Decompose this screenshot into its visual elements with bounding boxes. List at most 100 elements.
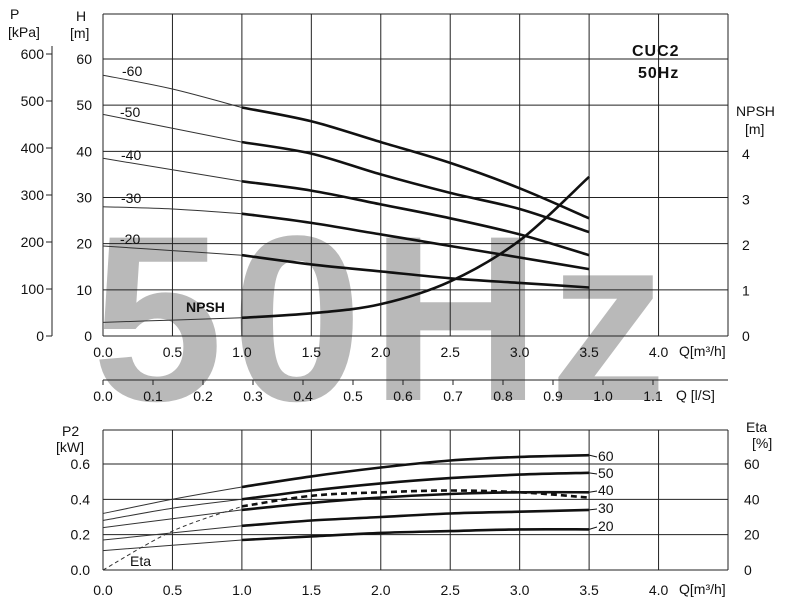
x2-tick-label: 1.0 xyxy=(593,388,613,404)
npsh-axis-label: NPSH xyxy=(736,103,775,119)
head-curve-label: -50 xyxy=(120,104,140,120)
x2-tick-label: 0.2 xyxy=(193,388,213,404)
eta-tick-label: 40 xyxy=(744,491,760,507)
x2-tick-label: 0.6 xyxy=(393,388,413,404)
head-curve-thin xyxy=(102,206,242,215)
x-tick-label: 2.0 xyxy=(371,344,391,360)
x2-tick-label: 0.5 xyxy=(343,388,363,404)
power-tick-label: 0.6 xyxy=(71,456,91,472)
power-curve xyxy=(241,508,590,528)
x2-tick-label: 0.9 xyxy=(543,388,563,404)
npsh-curve-label: NPSH xyxy=(186,299,225,315)
eta-tick-label: 60 xyxy=(744,456,760,472)
eta-curve-thin xyxy=(102,505,243,571)
pressure-axis-unit: [kPa] xyxy=(8,24,40,40)
npsh-tick-label: 2 xyxy=(742,237,750,253)
pressure-tick-label: 600 xyxy=(21,46,45,62)
power-curve-label: 20 xyxy=(598,518,614,534)
x-tick-label: 3.0 xyxy=(510,344,530,360)
x2-tick-label: 0.4 xyxy=(293,388,313,404)
head-curve-thin xyxy=(102,113,242,143)
power-curve-thin xyxy=(102,486,242,514)
power-curve xyxy=(241,471,590,501)
pressure-axis-label: P xyxy=(10,6,19,22)
power-curve-leader xyxy=(588,454,598,458)
x-tick-label: 4.0 xyxy=(649,344,669,360)
head-curve-label: -20 xyxy=(120,231,140,247)
npsh-tick-label: 0 xyxy=(742,328,750,344)
x2-tick-label: 0.8 xyxy=(493,388,513,404)
x-tick-label: 3.5 xyxy=(579,582,599,598)
eta-curve-label: Eta xyxy=(130,553,151,569)
x2-tick-label: 0.3 xyxy=(243,388,263,404)
pressure-tick-label: 300 xyxy=(21,187,45,203)
power-curve-leader xyxy=(588,526,598,530)
power-curve xyxy=(241,453,590,489)
power-curve-label: 30 xyxy=(598,500,614,516)
y-tick-label: 20 xyxy=(76,236,92,252)
x-tick-label: 2.5 xyxy=(440,582,460,598)
eta-tick-label: 20 xyxy=(744,527,760,543)
head-curve xyxy=(241,212,590,271)
x-tick-label: 3.5 xyxy=(579,344,599,360)
x-tick-label: 1.0 xyxy=(232,582,252,598)
npsh-tick-label: 4 xyxy=(742,146,750,162)
power-curve-leader xyxy=(589,490,598,493)
power-tick-label: 0.2 xyxy=(71,527,91,543)
npsh-tick-label: 3 xyxy=(742,192,750,208)
head-axis-unit: [m] xyxy=(70,25,89,41)
power-tick-label: 0.4 xyxy=(71,491,91,507)
y-tick-label: 60 xyxy=(76,51,92,67)
x-axis-label: Q[m³/h] xyxy=(679,343,726,359)
x2-tick-label: 0.7 xyxy=(443,388,463,404)
x-tick-label: 4.0 xyxy=(649,582,669,598)
x-tick-label: 0.5 xyxy=(163,582,183,598)
x2-axis-label: Q [l/S] xyxy=(676,387,715,403)
head-curve xyxy=(241,253,590,289)
y-tick-label: 0 xyxy=(84,328,92,344)
x-tick-label: 0.5 xyxy=(163,344,183,360)
npsh-curve-thin xyxy=(102,317,242,323)
head-curve xyxy=(241,140,590,234)
head-curve xyxy=(241,106,590,220)
x-tick-label: 2.0 xyxy=(371,582,391,598)
pressure-tick-label: 500 xyxy=(21,93,45,109)
pressure-tick-label: 400 xyxy=(21,140,45,156)
y-tick-label: 50 xyxy=(76,97,92,113)
head-plot: 01020304050600100200300400500600012340.0… xyxy=(21,13,750,404)
power-tick-label: 0.0 xyxy=(71,562,91,578)
head-curve-thin xyxy=(102,157,242,182)
x2-tick-label: 0.0 xyxy=(93,388,113,404)
head-curve-label: -40 xyxy=(121,147,141,163)
npsh-axis-unit: [m] xyxy=(745,121,764,137)
head-axis-label: H xyxy=(76,8,86,24)
pressure-tick-label: 0 xyxy=(36,328,44,344)
head-curve-label: -60 xyxy=(122,63,142,79)
x-tick-label: 1.5 xyxy=(302,344,322,360)
x2-tick-label: 0.1 xyxy=(143,388,163,404)
power-curve-thin xyxy=(102,525,242,541)
head-curve-thin xyxy=(102,245,242,256)
head-curve-label: -30 xyxy=(121,190,141,206)
power-curve-leader xyxy=(589,508,598,511)
eta-axis-unit: [%] xyxy=(752,435,772,451)
chart-subtitle: 50Hz xyxy=(638,65,679,82)
power-curve xyxy=(241,490,590,512)
watermark-text: 50Hz xyxy=(92,187,675,451)
power-axis-label: P2 xyxy=(62,423,79,439)
x-tick-label: 3.0 xyxy=(510,582,530,598)
y-tick-label: 30 xyxy=(76,190,92,206)
power-efficiency-plot: 0.0 0.2 0.4 0.6 0 20 40 60 0.0 0.5 1.0 1.5 2.0 2.5 3.0… xyxy=(71,429,760,598)
head-curve-thin xyxy=(102,74,243,108)
power-curve-thin xyxy=(102,539,242,552)
x-tick-label: 2.5 xyxy=(440,344,460,360)
x-tick-label: 0.0 xyxy=(93,344,113,360)
power-axis-unit: [kW] xyxy=(56,439,84,455)
chart-title: CUC2 xyxy=(632,43,680,60)
power-curve xyxy=(241,527,590,542)
npsh-curve xyxy=(241,175,590,320)
y-tick-label: 40 xyxy=(76,143,92,159)
power-curve-label: 60 xyxy=(598,448,614,464)
eta-tick-label: 0 xyxy=(744,562,752,578)
